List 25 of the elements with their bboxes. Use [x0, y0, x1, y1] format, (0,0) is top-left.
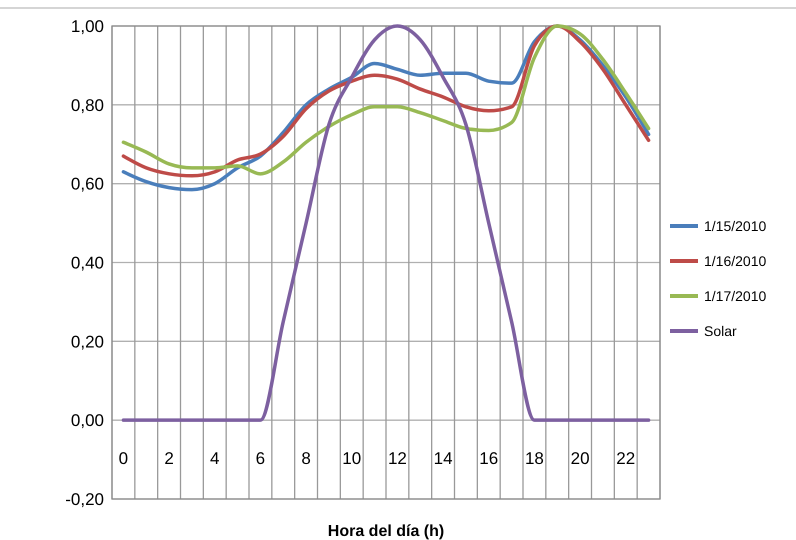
- y-tick-label: 0,80: [70, 96, 104, 115]
- x-tick-label: 12: [388, 449, 407, 468]
- legend-label: 1/15/2010: [704, 218, 766, 234]
- x-tick-label: 22: [616, 449, 636, 468]
- x-tick-label: 4: [210, 449, 220, 468]
- x-tick-label: 8: [301, 449, 311, 468]
- legend-label: Solar: [704, 322, 738, 339]
- legend-label: 1/17/2010: [704, 288, 766, 304]
- y-tick-label: 0,20: [70, 332, 104, 352]
- y-tick-label: 0,40: [70, 253, 104, 272]
- y-tick-label: 1,00: [70, 16, 104, 36]
- y-tick-label: -0,20: [65, 490, 104, 509]
- y-tick-label: 0,00: [70, 411, 104, 430]
- y-tick-label: 0,60: [70, 174, 104, 194]
- x-axis-title: Hora del día (h): [328, 523, 444, 540]
- x-tick-label: 20: [570, 449, 590, 468]
- x-tick-label: 6: [256, 449, 266, 468]
- legend-label: 1/16/2010: [704, 252, 766, 269]
- x-tick-label: 14: [434, 449, 453, 468]
- x-tick-label: 18: [524, 449, 544, 468]
- x-tick-label: 0: [118, 449, 128, 468]
- x-tick-label: 10: [342, 449, 362, 468]
- x-tick-label: 16: [479, 449, 498, 468]
- line-series: [122, 24, 650, 422]
- x-tick-label: 2: [164, 449, 174, 468]
